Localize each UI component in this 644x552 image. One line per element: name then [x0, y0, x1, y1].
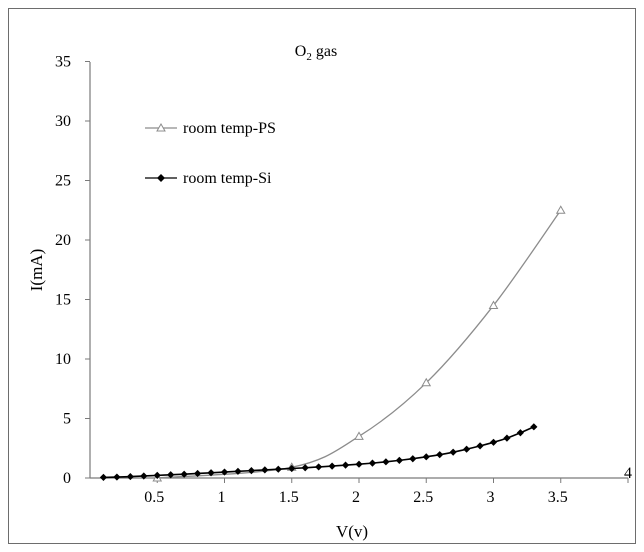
x-tick-label: 4 — [624, 465, 632, 482]
legend-marker-si — [157, 174, 165, 182]
y-axis-title: I(mA) — [27, 249, 46, 291]
data-point-si — [261, 466, 269, 474]
data-point-si — [126, 472, 134, 481]
y-tick-label: 35 — [55, 54, 71, 71]
data-point-si — [274, 465, 282, 473]
data-point-si — [530, 423, 538, 431]
data-point-si — [355, 460, 363, 468]
x-tick-label: 3.5 — [548, 489, 568, 506]
data-point-si — [516, 429, 524, 437]
x-tick-label: 2.5 — [413, 489, 433, 506]
data-point-si — [194, 469, 202, 478]
data-point-si — [503, 434, 511, 442]
y-tick-label: 20 — [55, 232, 71, 249]
y-tick-label: 25 — [55, 173, 71, 190]
data-point-si — [436, 451, 444, 459]
x-tick-label: 0.5 — [144, 489, 164, 506]
legend-item-si: room temp-Si — [145, 170, 272, 187]
data-point-si — [99, 473, 108, 482]
data-point-si — [463, 445, 471, 453]
data-point-si — [301, 464, 309, 472]
chart-title-suffix: gas — [312, 43, 337, 60]
x-tick-label: 1.5 — [279, 489, 299, 506]
legend-marker-ps — [156, 122, 166, 132]
legend: room temp-PS room temp-Si — [145, 120, 276, 187]
x-tick-label: 3 — [487, 489, 495, 506]
data-point-si — [234, 467, 242, 475]
x-ticks: 0.5 1 1.5 2 2.5 3 3.5 4 — [144, 465, 632, 506]
data-point-si — [167, 471, 175, 479]
y-tick-label: 15 — [55, 292, 71, 309]
data-point-si — [395, 456, 403, 464]
chart-title-base: O — [295, 43, 307, 60]
chart-title-subscript: 2 — [306, 51, 312, 63]
data-point-si — [315, 463, 323, 471]
x-tick-label: 1 — [218, 489, 226, 506]
data-point-si — [153, 471, 161, 479]
data-point-si — [180, 470, 188, 478]
legend-label-si: room temp-Si — [183, 170, 272, 187]
y-tick-label: 30 — [55, 113, 71, 130]
data-point-si — [382, 458, 390, 466]
data-point-ps — [354, 431, 364, 440]
data-point-si — [422, 453, 430, 461]
data-point-si — [140, 472, 148, 480]
data-point-si — [489, 438, 498, 446]
chart-frame — [8, 8, 636, 544]
data-point-si — [476, 442, 484, 450]
data-point-si — [247, 467, 255, 475]
x-tick-label: 2 — [352, 489, 360, 506]
chart-title: O2 gas — [295, 43, 337, 63]
data-point-si — [220, 468, 229, 476]
data-point-si — [409, 455, 417, 463]
data-point-si — [341, 461, 350, 469]
data-point-ps — [421, 377, 432, 387]
data-point-si — [113, 473, 121, 481]
x-axis-title: V(v) — [336, 522, 368, 541]
data-point-si — [449, 448, 457, 456]
y-tick-label: 0 — [63, 470, 71, 487]
data-point-si — [328, 462, 336, 470]
data-point-si — [288, 464, 296, 473]
y-tick-label: 5 — [63, 411, 71, 428]
y-tick-label: 10 — [55, 351, 71, 368]
series-layer — [99, 205, 566, 482]
legend-item-ps: room temp-PS — [145, 120, 276, 137]
data-point-ps — [488, 300, 499, 309]
data-point-si — [207, 469, 215, 477]
legend-label-ps: room temp-PS — [183, 120, 276, 137]
data-point-ps — [555, 205, 566, 214]
data-point-si — [368, 459, 377, 467]
y-ticks: 0 5 10 15 20 25 30 35 — [55, 54, 90, 487]
